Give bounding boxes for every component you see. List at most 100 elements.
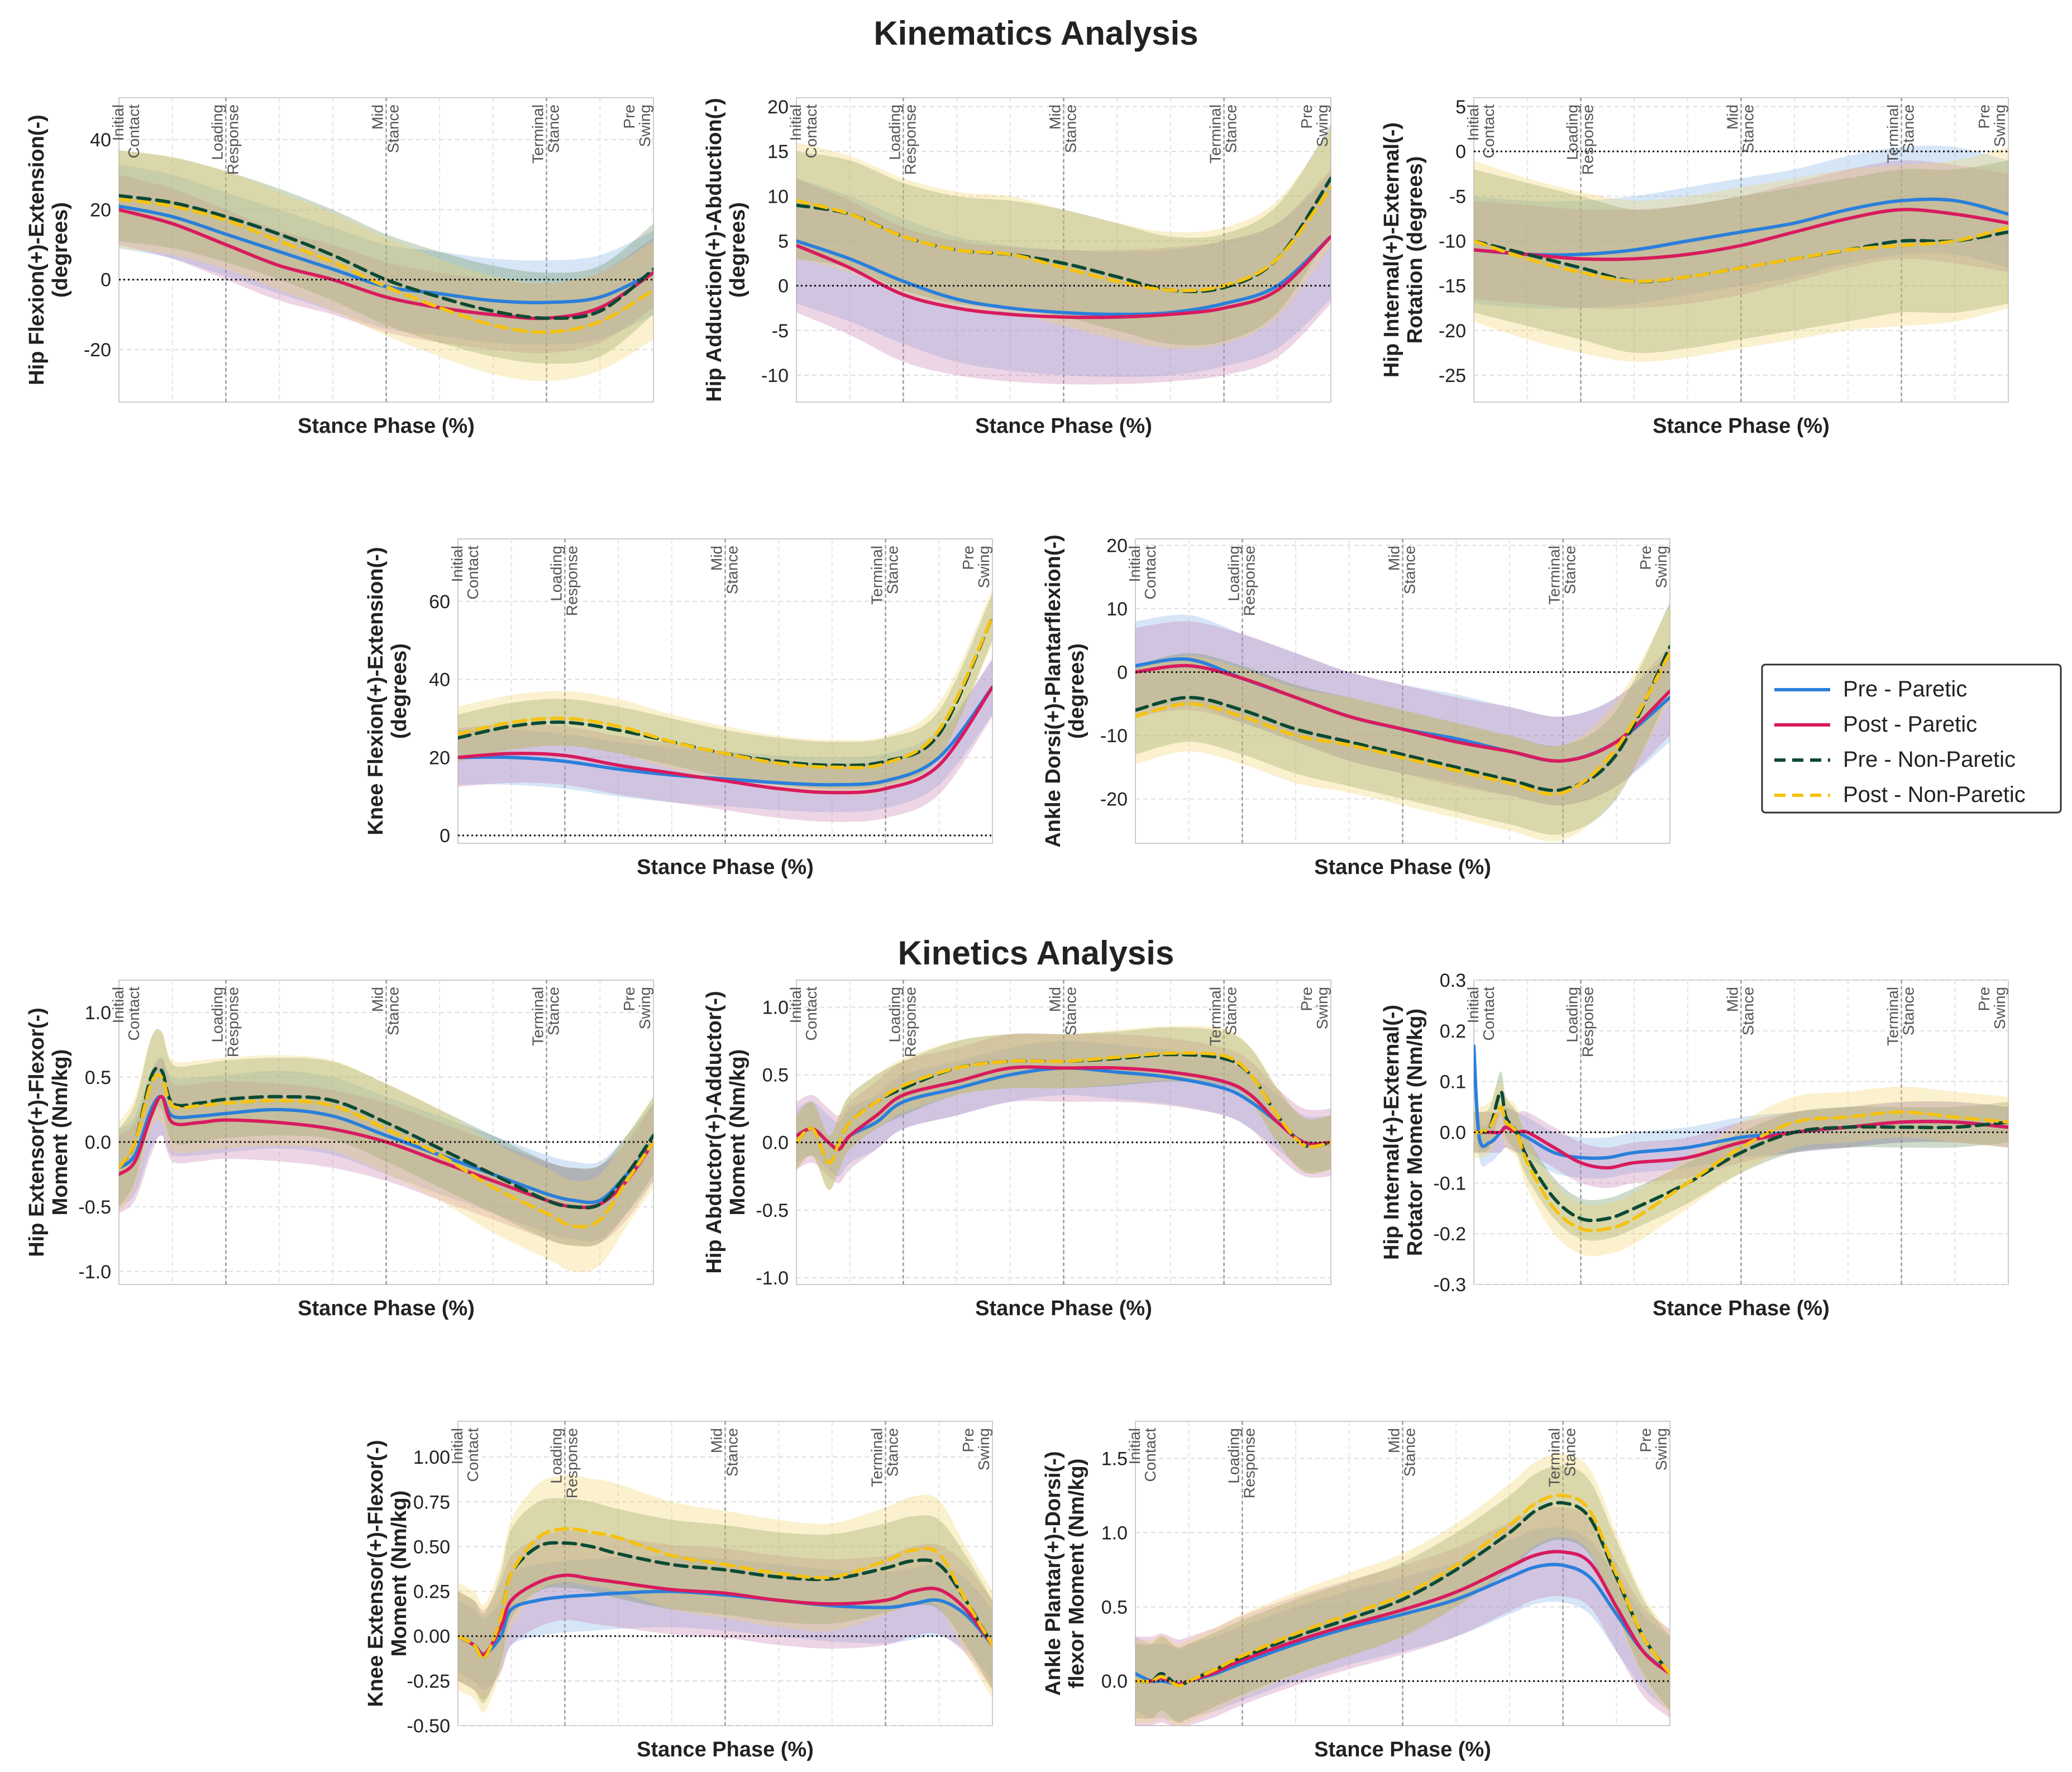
phase-label-line1: Pre [959,1428,977,1453]
y-axis-label-line2: Moment (Nm/kg) [388,1491,411,1657]
y-tick-label: -10 [761,365,789,386]
x-axis-label: Stance Phase (%) [298,1297,475,1320]
phase-label-line1: Terminal [1546,546,1563,605]
phase-label-line2: Stance [1562,1428,1579,1477]
y-axis-label: Knee Flexion(+)-Extension(-) (degrees) [364,547,411,835]
y-tick-label: -0.1 [1433,1173,1466,1194]
y-tick-label: -1.0 [78,1262,111,1283]
series-line-4 [119,1073,653,1229]
phase-label-line1: Pre [620,104,638,129]
phase-label-line1: Pre [1298,987,1315,1011]
y-tick-label: 60 [429,591,450,613]
y-tick-label: 0.00 [413,1626,450,1647]
phase-label-line2: Swing [975,546,992,588]
phase-label-line2: Swing [1314,987,1331,1029]
band-4 [458,589,992,795]
y-tick-label: 0 [440,825,450,847]
band-4 [1474,147,2008,362]
phase-label-line2: Response [1579,987,1596,1057]
y-tick-label: -20 [84,340,111,361]
series-group [1135,1454,1670,1726]
series-line-4 [1135,651,1670,796]
y-tick-label: 0.5 [762,1065,789,1086]
band-1 [1135,1527,1670,1721]
series-line-3 [1135,645,1670,792]
phase-label-line1: Initial [1464,987,1482,1023]
series-line-4 [1135,1493,1670,1688]
phase-label-line1: Initial [1126,1428,1143,1464]
y-tick-label: 0 [778,276,789,297]
y-tick-label: -5 [772,321,789,342]
y-axis-label: Hip Abductor(+)-Adductor(-) Moment (Nm/kg… [703,991,749,1273]
series-line-1 [796,235,1331,316]
y-tick-label: 5 [778,231,789,252]
series-line-1 [458,685,992,787]
series-line-2 [1135,663,1670,763]
y-axis-label-line1: Hip Abductor(+)-Adductor(-) [703,991,726,1273]
phase-label-line2: Swing [1991,987,2008,1029]
series-line-3 [1474,1090,2008,1222]
phase-label-line2: Swing [636,104,653,147]
phase-label-line1: Loading [886,987,903,1043]
phase-label-line1: Terminal [868,546,886,605]
phase-label-line1: Terminal [1884,104,1902,164]
series-line-4 [119,197,653,334]
y-axis-label: Hip Internal(+)-External(-) Rotation (deg… [1380,122,1427,378]
series-group [1474,1025,2008,1257]
phase-label-line2: Stance [724,546,741,594]
phase-label-line1: Mid [1386,546,1403,571]
phase-label-line2: Stance [1740,987,1757,1035]
band-2 [119,1057,653,1246]
series-line-3 [119,1066,653,1210]
y-tick-label: -0.25 [407,1671,451,1692]
band-3 [119,150,653,364]
phase-label-line1: Pre [620,987,638,1011]
phase-label-line2: Stance [1062,987,1080,1035]
phase-label-line2: Stance [884,546,901,594]
phase-label-line2: Response [563,1428,580,1498]
y-tick-label: 0.75 [413,1492,450,1513]
y-tick-label: 40 [90,130,111,151]
chart-knee-moment: -0.50 -0.25 0.00 0.25 0.50 0.75 1.00InitialCon… [364,1421,993,1761]
y-tick-label: 0.3 [1440,970,1466,991]
phase-label-line2: Swing [1653,1428,1670,1470]
phase-label-line2: Stance [884,1428,901,1477]
phase-label-line1: Terminal [1207,987,1224,1046]
y-tick-label: 1.5 [1101,1448,1128,1469]
y-tick-label: 20 [767,97,789,118]
phase-label-line1: Pre [1975,104,1993,129]
y-axis-label-line1: Hip Extensor(+)-Flexor(-) [25,1007,49,1257]
y-axis-label-line1: Hip Flexion(+)-Extension(-) [25,114,49,385]
series-line-4 [458,615,992,770]
legend-label: Post - Paretic [1843,712,1977,737]
series-group [458,1474,992,1713]
legend-label: Pre - Non-Paretic [1843,747,2016,772]
band-1 [458,1555,992,1690]
phase-label-line2: Contact [125,987,142,1041]
phase-label-line1: Pre [1637,546,1654,570]
phase-label-line1: Initial [448,1428,466,1464]
band-4 [1135,605,1670,842]
series-line-2 [458,1573,992,1656]
phase-label-line1: Mid [708,546,725,571]
y-tick-label: 0.0 [1440,1123,1466,1144]
phase-label-line2: Response [1240,546,1258,616]
series-line-2 [796,235,1331,319]
series-group [458,589,992,822]
phase-label-line1: Mid [369,104,386,130]
